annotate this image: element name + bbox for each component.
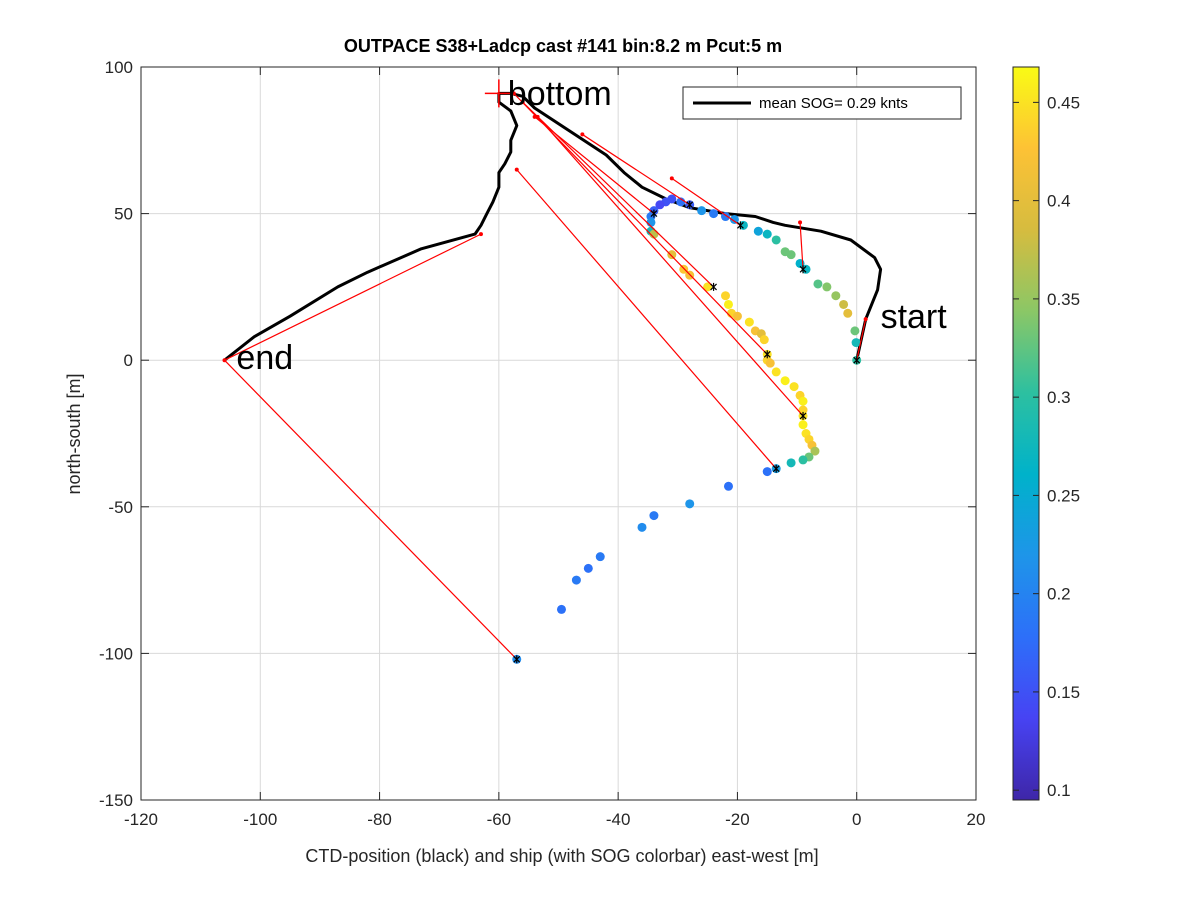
ctd-sample-marker <box>580 132 584 136</box>
ship-sog-point <box>685 499 694 508</box>
ship-sog-point <box>787 458 796 467</box>
x-tick-label: 0 <box>852 810 861 829</box>
ctd-sample-marker <box>864 317 868 321</box>
ship-sog-point <box>799 455 808 464</box>
y-axis-label: north-south [m] <box>64 373 84 494</box>
y-tick-label: 50 <box>114 205 133 224</box>
ship-sog-point <box>790 382 799 391</box>
ship-sog-point <box>831 291 840 300</box>
ship-sog-point <box>813 279 822 288</box>
ctd-sample-marker <box>670 176 674 180</box>
ship-sog-point <box>763 467 772 476</box>
ship-sog-point <box>781 247 790 256</box>
x-tick-label: -40 <box>606 810 631 829</box>
legend: mean SOG= 0.29 knts <box>683 87 961 119</box>
colorbar-scale <box>1013 67 1039 800</box>
y-tick-label: 100 <box>105 58 133 77</box>
ship-sog-point <box>557 605 566 614</box>
ship-sog-point <box>649 511 658 520</box>
y-tick-label: -50 <box>108 498 133 517</box>
x-tick-label: 20 <box>967 810 986 829</box>
ship-sog-point <box>584 564 593 573</box>
ship-sog-point <box>839 300 848 309</box>
annotation-end: end <box>236 339 293 377</box>
ship-sog-point <box>638 523 647 532</box>
colorbar-tick-label: 0.3 <box>1047 388 1071 407</box>
x-tick-label: -100 <box>243 810 277 829</box>
ctd-sample-marker <box>798 220 802 224</box>
ship-sog-point <box>799 420 808 429</box>
ship-sog-point <box>850 326 859 335</box>
ship-sog-point <box>697 206 706 215</box>
y-tick-label: 0 <box>124 351 133 370</box>
ship-sog-point <box>843 309 852 318</box>
ship-sog-point <box>667 250 676 259</box>
ship-sog-point <box>760 335 769 344</box>
figure: OUTPACE S38+Ladcp cast #141 bin:8.2 m Pc… <box>0 0 1200 900</box>
x-tick-label: -120 <box>124 810 158 829</box>
ship-sog-point <box>572 576 581 585</box>
ship-sog-point <box>709 209 718 218</box>
ship-sog-point <box>733 312 742 321</box>
ctd-sample-marker <box>479 232 483 236</box>
ship-sog-point <box>772 235 781 244</box>
colorbar-tick-label: 0.25 <box>1047 486 1080 505</box>
colorbar-tick-label: 0.2 <box>1047 585 1071 604</box>
plot-area: start end bottom -120 -100 -80 -60 -40 -20 0 20 -15… <box>99 58 985 829</box>
annotation-start: start <box>881 298 948 336</box>
y-tick-label: -100 <box>99 644 133 663</box>
ship-sog-point <box>596 552 605 561</box>
ship-sog-point <box>721 291 730 300</box>
chart-title: OUTPACE S38+Ladcp cast #141 bin:8.2 m Pc… <box>344 36 782 56</box>
colorbar-tick-label: 0.1 <box>1047 781 1071 800</box>
plot-background <box>141 67 976 800</box>
ship-sog-point <box>724 482 733 491</box>
ship-sog-point <box>763 230 772 239</box>
ship-sog-point <box>772 367 781 376</box>
x-tick-label: -80 <box>367 810 392 829</box>
ship-sog-point <box>822 282 831 291</box>
y-tick-label: -150 <box>99 791 133 810</box>
x-tick-label: -60 <box>487 810 512 829</box>
colorbar-tick-label: 0.4 <box>1047 192 1071 211</box>
colorbar-tick-label: 0.15 <box>1047 683 1080 702</box>
ship-sog-point <box>724 300 733 309</box>
colorbar-tick-label: 0.45 <box>1047 93 1080 112</box>
ship-sog-point <box>745 318 754 327</box>
ctd-sample-marker <box>536 115 540 119</box>
ctd-sample-marker <box>223 358 227 362</box>
ship-sog-point <box>799 397 808 406</box>
ship-sog-point <box>766 359 775 368</box>
ctd-sample-marker <box>515 168 519 172</box>
x-axis-label: CTD-position (black) and ship (with SOG … <box>305 846 818 866</box>
ship-sog-point <box>781 376 790 385</box>
annotation-bottom: bottom <box>508 75 612 113</box>
colorbar-tick-label: 0.35 <box>1047 290 1080 309</box>
ship-sog-point <box>754 227 763 236</box>
legend-entry-label: mean SOG= 0.29 knts <box>759 95 908 112</box>
x-tick-label: -20 <box>725 810 750 829</box>
